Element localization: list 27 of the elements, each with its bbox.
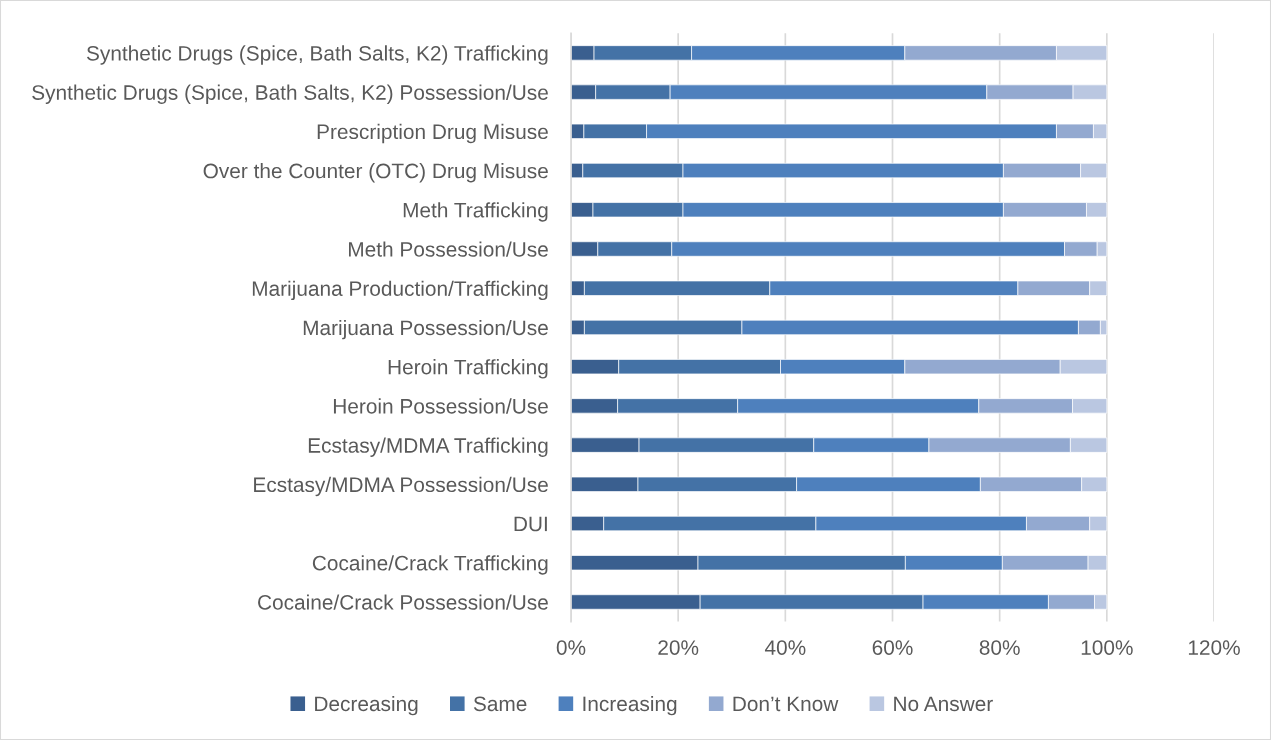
y-tick-label: Heroin Trafficking: [388, 359, 548, 379]
y-tick-label: Heroin Possession/Use: [333, 398, 548, 414]
y-tick-label: Prescription Drug Misuse: [317, 123, 548, 144]
x-tick-label: 60%: [872, 640, 913, 655]
y-tick-label: Meth Trafficking: [403, 202, 548, 222]
legend-label: Increasing: [583, 695, 677, 716]
x-tick-label: 100%: [1081, 640, 1133, 655]
y-tick-label: DUI: [514, 516, 547, 532]
legend-label: No Answer: [894, 696, 993, 712]
y-tick-label: Meth Possession/Use: [349, 241, 548, 257]
y-tick-label: Cocaine/Crack Possession/Use: [258, 594, 548, 610]
x-tick-label: 40%: [764, 640, 806, 655]
legend-label: Same: [473, 696, 527, 712]
legend-label: Don’t Know: [733, 696, 839, 712]
legend-label: Decreasing: [315, 695, 418, 716]
y-tick-label: Marijuana Production/Trafficking: [252, 280, 548, 301]
y-tick-label: Ecstasy/MDMA Possession/Use: [254, 476, 548, 497]
y-tick-label: Synthetic Drugs (Spice, Bath Salts, K2) Possession/Use: [32, 84, 548, 104]
x-tick-label: 0%: [556, 640, 586, 655]
y-tick-label: Cocaine/Crack Trafficking: [312, 555, 548, 575]
y-tick-label: Synthetic Drugs (Spice, Bath Salts, K2) Trafficking: [86, 45, 548, 65]
y-tick-label: Over the Counter (OTC) Drug Misuse: [203, 163, 548, 183]
x-tick-label: 80%: [979, 640, 1020, 655]
y-tick-label: Ecstasy/MDMA Trafficking: [308, 437, 548, 457]
y-tick-label: Marijuana Possession/Use: [303, 319, 548, 340]
x-tick-label: 120%: [1188, 640, 1240, 655]
x-tick-label: 20%: [658, 640, 699, 655]
